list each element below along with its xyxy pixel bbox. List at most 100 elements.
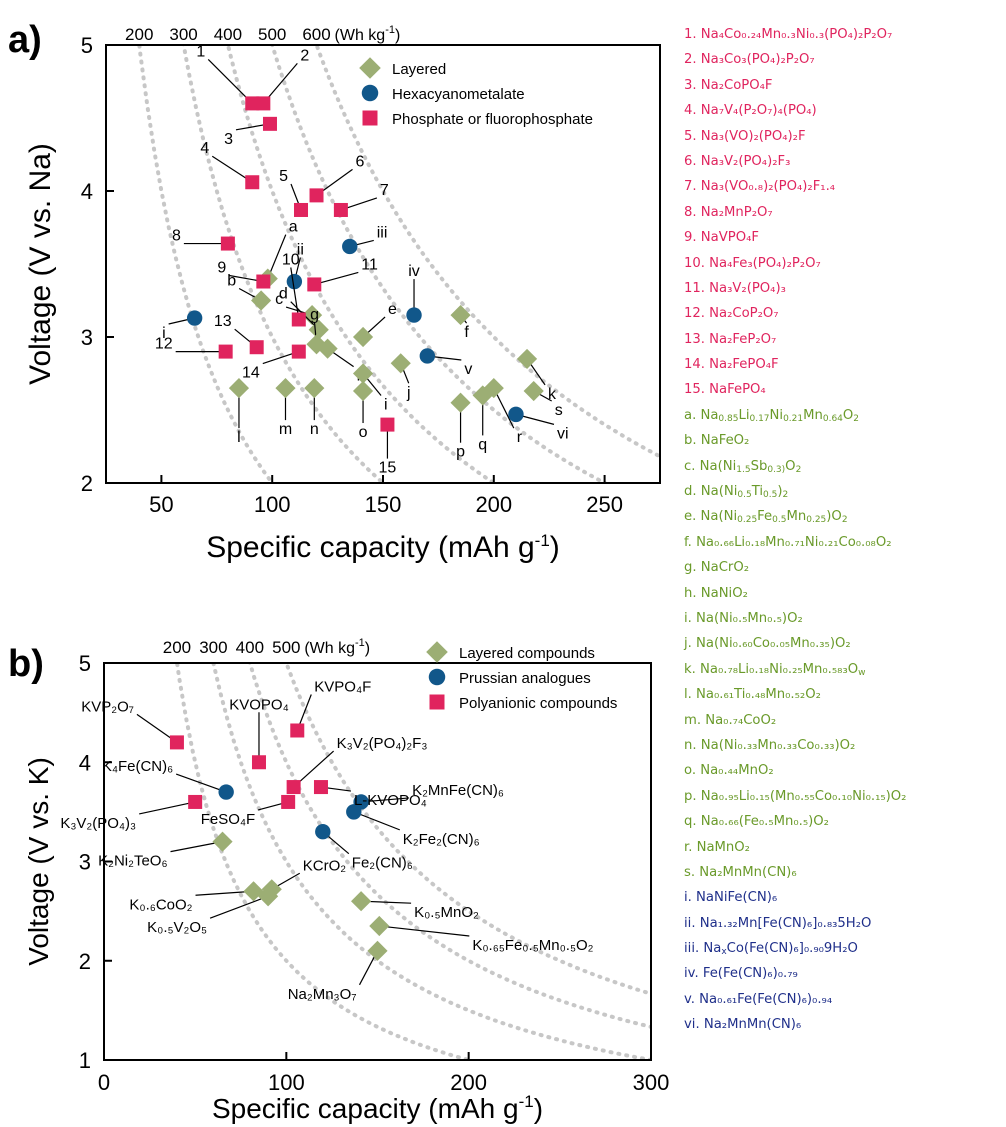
data-point bbox=[333, 202, 348, 217]
point-label: vi bbox=[557, 425, 569, 442]
legend-marker bbox=[362, 110, 378, 126]
compound-list-item: 11. Na₃V₂(PO₄)₃ bbox=[684, 280, 786, 296]
chart-a: 200 300 400 500 600 (Wh kg-1) 50 100 150 200 250 2 3… bbox=[24, 24, 661, 564]
data-point bbox=[245, 96, 260, 111]
data-point bbox=[523, 380, 544, 402]
compound-list-item: 13. Na₂FeP₂O₇ bbox=[684, 331, 777, 347]
panel-label-a: a) bbox=[8, 19, 42, 61]
data-point bbox=[352, 380, 374, 402]
panel-label-b: b) bbox=[8, 643, 44, 685]
point-label: o bbox=[359, 424, 368, 441]
energy-curves bbox=[137, 45, 660, 483]
y-tick-label: 5 bbox=[81, 33, 93, 58]
compound-list-item: k. Na₀.₇₈Li₀.₁₈Ni₀.₂₅Mn₀.₅₈₃Ow bbox=[684, 661, 866, 678]
point-label: 5 bbox=[279, 168, 288, 185]
legend-label: Polyanionic compounds bbox=[459, 695, 617, 712]
legend-label: Layered bbox=[392, 61, 446, 78]
label-leader bbox=[170, 841, 223, 853]
data-point bbox=[352, 326, 374, 348]
data-point bbox=[406, 307, 422, 323]
y-tick-label: 2 bbox=[81, 471, 93, 496]
data-point bbox=[286, 273, 303, 290]
data-point bbox=[294, 202, 309, 217]
energy-curve-1 bbox=[181, 45, 387, 483]
data-point bbox=[450, 392, 471, 413]
data-point bbox=[450, 305, 471, 326]
compound-list-item: a. Na0.85Li0.17Ni0.21Mn0.64O2 bbox=[684, 407, 860, 424]
compound-list-item: c. Na(Ni1.5Sb0.3)O2 bbox=[684, 458, 802, 475]
energy-curve-2 bbox=[247, 663, 651, 1029]
point-label: n bbox=[310, 421, 319, 438]
compound-list-item: g. NaCrO₂ bbox=[684, 560, 749, 576]
legend-marker bbox=[361, 84, 379, 102]
energy-tick-label: 200 bbox=[125, 25, 153, 44]
point-label: K₂MnFe(CN)₆ bbox=[412, 782, 504, 799]
point-label: Fe₂(CN)₆ bbox=[352, 855, 413, 872]
point-label: 2 bbox=[300, 47, 309, 64]
energy-tick-label: 600 bbox=[302, 25, 330, 44]
data-point bbox=[369, 915, 390, 937]
compound-list-item: 3. Na₂CoPO₄F bbox=[684, 77, 773, 93]
data-point bbox=[186, 310, 203, 326]
point-label: Na₂Mn₃O₇ bbox=[288, 986, 357, 1003]
energy-tick-label: 300 bbox=[169, 25, 197, 44]
data-point bbox=[218, 344, 233, 359]
legend-marker bbox=[428, 668, 446, 686]
compound-list: 1. Na₄Co₀.₂₄Mn₀.₃Ni₀.₃(PO₄)₂P₂O₇ 2. Na₃Co… bbox=[684, 22, 1006, 1038]
label-leader bbox=[379, 925, 470, 937]
data-point bbox=[315, 824, 331, 840]
point-label: b bbox=[227, 273, 236, 290]
point-label: ii bbox=[297, 242, 304, 259]
compound-list-item: 9. NaVPO₄F bbox=[684, 230, 759, 246]
data-point bbox=[302, 305, 323, 326]
data-point bbox=[307, 277, 322, 292]
data-point bbox=[304, 378, 325, 399]
y-tick-label: 2 bbox=[79, 949, 91, 974]
point-label: 7 bbox=[380, 182, 389, 199]
compound-list-item: q. Na₀.₆₆(Fe₀.₅Mn₀.₅)O₂ bbox=[684, 814, 829, 830]
legend-marker bbox=[426, 641, 448, 663]
label-leader bbox=[139, 801, 196, 815]
compound-list-item: 5. Na₃(VO)₂(PO₄)₂F bbox=[684, 128, 806, 144]
compound-list-item: 14. Na₂FePO₄F bbox=[684, 357, 779, 373]
x-tick-label: 0 bbox=[98, 1070, 110, 1095]
energy-curve-0 bbox=[137, 45, 275, 483]
point-label: a bbox=[289, 219, 298, 236]
compound-list-item: l. Na₀.₆₁Ti₀.₄₈Mn₀.₅₂O₂ bbox=[684, 687, 821, 703]
data-point bbox=[290, 723, 305, 738]
point-label: q bbox=[478, 436, 487, 453]
series-square: KVP₂O₇ KVOPO₄ KVPO₄F K₃V₂(PO₄)₂F₃ L-KVOPO₄ Fe… bbox=[60, 678, 427, 831]
label-leader bbox=[314, 271, 359, 286]
compound-list-item: 15. NaFePO₄ bbox=[684, 382, 766, 398]
compound-list-item: iv. Fe(Fe(CN)₆)₀.₇₉ bbox=[684, 966, 798, 982]
point-label: K₀.₆CoO₂ bbox=[129, 896, 192, 913]
x-tick-label: 100 bbox=[268, 1070, 305, 1095]
energy-curve-4 bbox=[314, 45, 660, 459]
legend-label: Phosphate or fluorophosphate bbox=[392, 111, 593, 128]
data-point bbox=[251, 755, 266, 770]
y-tick-label: 5 bbox=[79, 651, 91, 676]
energy-curve-3 bbox=[284, 663, 651, 996]
label-leader bbox=[195, 890, 254, 896]
point-label: 11 bbox=[361, 256, 378, 273]
point-label: 10 bbox=[282, 251, 300, 268]
y-tick-label: 4 bbox=[79, 750, 91, 775]
chart-b: 200 300 400 500 (Wh kg-1) 0 100 200 300 1 2 3 4 5 Spec… bbox=[23, 637, 669, 1124]
compound-list-item: iii. NaxCo(Fe(CN)₆]₀.₉₀9H₂O bbox=[684, 941, 858, 958]
data-point bbox=[351, 891, 372, 912]
data-point bbox=[342, 238, 358, 255]
x-tick-label: 200 bbox=[450, 1070, 487, 1095]
point-label: KVP₂O₇ bbox=[81, 698, 134, 715]
energy-curve-2 bbox=[225, 45, 498, 483]
data-point bbox=[346, 804, 362, 820]
energy-curve-1 bbox=[211, 663, 651, 1060]
compound-list-item: 4. Na₇V₄(P₂O₇)₄(PO₄) bbox=[684, 103, 817, 119]
point-label: k bbox=[548, 386, 557, 403]
compound-list-item: n. Na(Ni₀.₃₃Mn₀.₃₃Co₀.₃₃)O₂ bbox=[684, 737, 856, 753]
data-point bbox=[256, 274, 271, 289]
x-axis-label: Specific capacity (mAh g-1) bbox=[206, 531, 560, 564]
point-label: s bbox=[555, 402, 563, 419]
x-tick-label: 100 bbox=[254, 492, 291, 517]
